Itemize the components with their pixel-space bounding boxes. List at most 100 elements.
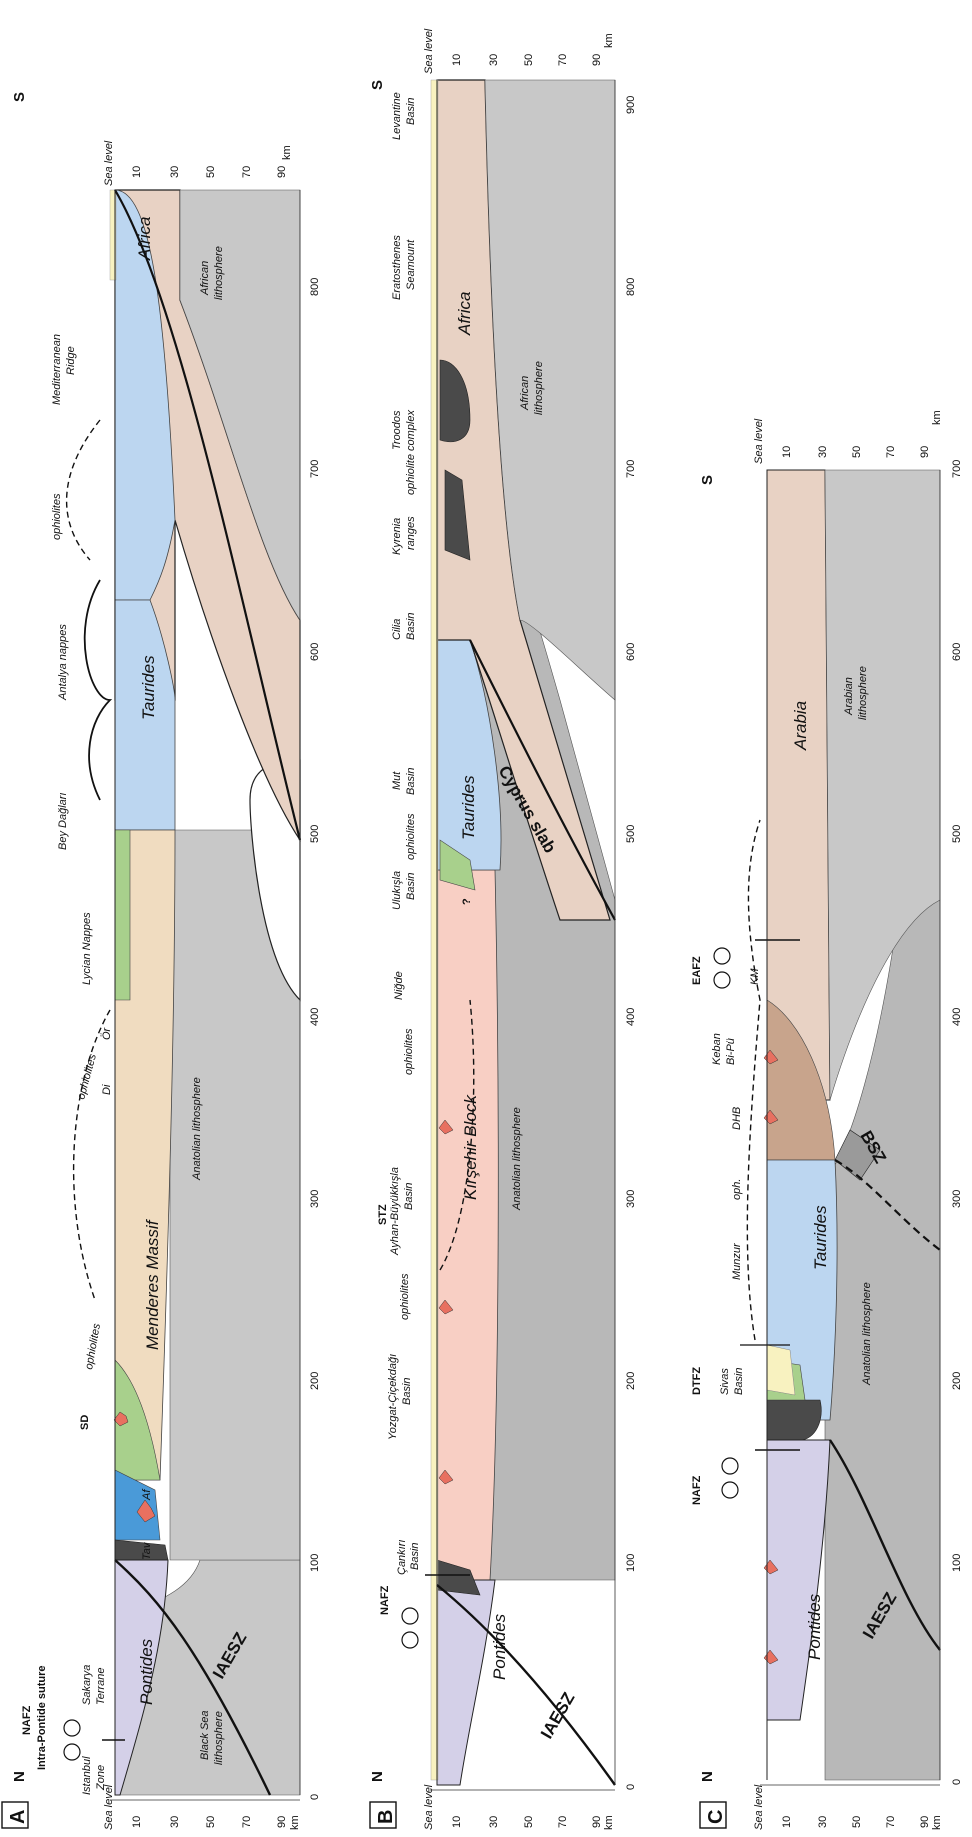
dist-tick-c-300: 300: [951, 1190, 963, 1208]
label-ophiolites-b2: ophiolites: [403, 1028, 415, 1075]
depth-tick-b-50-top: 50: [523, 54, 535, 66]
kirsehir-block: [436, 869, 499, 1581]
label-seamount: Seamount: [405, 239, 417, 290]
label-basin4: Basin: [405, 872, 417, 900]
depth-tick-a-70-top: 70: [241, 166, 253, 178]
label-iaesz-b: IAESZ: [537, 1689, 578, 1742]
label-yozgat: Yozgat-Çiçekdağı: [387, 1354, 399, 1440]
strike-slip-symbols: [63, 947, 739, 1761]
granite-b3: [438, 1119, 454, 1135]
dashed-fault-c: [746, 819, 761, 1341]
label-nafz-b: NAFZ: [379, 1585, 391, 1615]
dist-tick-b-100: 100: [625, 1554, 637, 1572]
dist-tick-a-500: 500: [309, 825, 321, 843]
label-nafz-a: NAFZ: [21, 1705, 33, 1735]
south-label-b: S: [369, 80, 386, 90]
panel-letter-c: C: [705, 1810, 727, 1824]
label-ulukisla: Ulukışla: [391, 871, 403, 910]
cross-section-panel-c: [740, 469, 941, 1786]
label-ranges: ranges: [405, 516, 417, 550]
ophiolite-arc-a1: [72, 1009, 111, 1301]
label-anatolian-c: Anatolian lithosphere: [861, 1282, 873, 1386]
label-intra-pontide: Intra-Pontide suture: [36, 1665, 48, 1770]
label-lithosphere-ar: lithosphere: [857, 666, 869, 720]
label-kyrenia: Kyrenia: [391, 518, 403, 555]
dist-tick-b-900: 900: [625, 96, 637, 114]
pontides-a: [114, 1559, 169, 1796]
depth-unit-c: km: [931, 1815, 943, 1830]
depth-tick-c-50-top: 50: [851, 446, 863, 458]
dist-tick-a-700: 700: [309, 460, 321, 478]
dist-tick-a-300: 300: [309, 1190, 321, 1208]
label-ophiolites-a2: ophiolites: [75, 1052, 99, 1100]
label-basin1: Basin: [409, 1542, 421, 1570]
taurides-a-lower: [114, 599, 176, 831]
dist-tick-b-400: 400: [625, 1008, 637, 1026]
label-cilia: Cilia: [391, 619, 403, 640]
label-km: KM: [749, 968, 761, 985]
dist-tick-a-0: 0: [309, 1794, 321, 1800]
depth-unit-a: km: [289, 1815, 301, 1830]
label-question: ?: [461, 898, 473, 905]
label-basin-c: Basin: [733, 1367, 745, 1395]
sea-level-label-b: Sea level: [423, 1784, 435, 1830]
south-label-c: S: [699, 475, 716, 485]
troodos-ophiolite: [439, 359, 471, 443]
label-antalya: Antalya nappes: [57, 624, 69, 701]
label-african-b: African: [519, 376, 531, 411]
label-ophiolites-b1: ophiolites: [399, 1273, 411, 1320]
label-keban: Keban: [711, 1033, 723, 1065]
depth-tick-b-70: 70: [557, 1816, 569, 1828]
granite-a1: [136, 1499, 156, 1523]
dist-tick-a-400: 400: [309, 1008, 321, 1026]
depth-tick-c-10: 10: [781, 1816, 793, 1828]
strike-slip-icon-a2: [63, 1719, 81, 1737]
north-label-b: N: [369, 1771, 386, 1782]
label-pontides-b: Pontides: [490, 1613, 509, 1680]
iaesz-fault-b: [436, 1584, 616, 1786]
south-label-a: S: [11, 92, 28, 102]
green-ophiolite-b: [439, 839, 476, 891]
slab-fault-a: [114, 189, 302, 841]
dist-tick-b-300: 300: [625, 1190, 637, 1208]
sea-level-label-b-top: Sea level: [423, 28, 435, 74]
label-dtfz: DTFZ: [691, 1367, 703, 1395]
label-sivas: Sivas: [719, 1368, 731, 1395]
label-levantine: Levantine: [391, 92, 403, 140]
dist-tick-b-700: 700: [625, 460, 637, 478]
strike-slip-icon-a1: [63, 1743, 81, 1761]
label-af: Af: [141, 1489, 153, 1501]
label-dhb: DHB: [731, 1107, 743, 1130]
bsz-fault: [834, 1159, 941, 1251]
depth-tick-b-30: 30: [488, 1816, 500, 1828]
label-eafz: EAFZ: [691, 956, 703, 985]
depth-tick-a-90-top: 90: [276, 166, 288, 178]
label-stz: STZ: [377, 1204, 389, 1225]
dist-tick-b-800: 800: [625, 278, 637, 296]
dist-tick-a-600: 600: [309, 643, 321, 661]
label-lycian: Lycian Nappes: [81, 912, 93, 985]
label-taurides-a: Taurides: [139, 655, 158, 720]
dist-tick-c-600: 600: [951, 643, 963, 661]
label-troodos: Troodos: [391, 410, 403, 450]
panel-letter-b: B: [375, 1810, 397, 1824]
ophiolite-arc-a3: [65, 419, 101, 561]
dashed-fault-b: [439, 999, 475, 1271]
dist-tick-c-700: 700: [951, 460, 963, 478]
dist-tick-b-600: 600: [625, 643, 637, 661]
label-istanbul: Istanbul: [81, 1756, 93, 1795]
label-nafz-c: NAFZ: [691, 1475, 703, 1505]
label-ophiolites-b3: ophiolites: [405, 813, 417, 860]
arabia-crust: [766, 469, 831, 1101]
label-lithosphere-af-b: lithosphere: [533, 361, 545, 415]
taurides-a: [114, 189, 176, 601]
depth-tick-c-70-top: 70: [885, 446, 897, 458]
label-africa-b: Africa: [455, 292, 474, 336]
depth-tick-c-50: 50: [851, 1816, 863, 1828]
label-arabia: Arabia: [791, 701, 810, 751]
depth-unit-b: km: [603, 1815, 615, 1830]
panel-letter-box-c: [699, 1801, 727, 1829]
depth-tick-b-30-top: 30: [488, 54, 500, 66]
label-eratosthenes: Eratosthenes: [391, 235, 403, 300]
panel-letter-a: A: [7, 1810, 29, 1824]
